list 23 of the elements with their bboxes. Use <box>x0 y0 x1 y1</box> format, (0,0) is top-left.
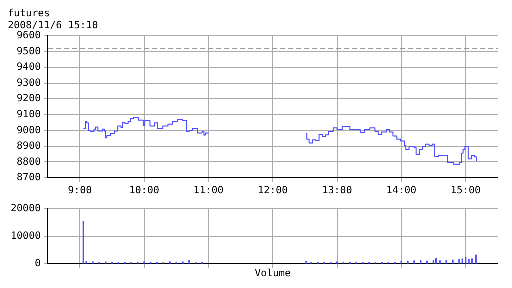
y-tick-label: 10000 <box>10 231 41 242</box>
x-tick-label: 9:00 <box>68 186 92 197</box>
chart-subtitle: 2008/11/6 15:10 <box>8 20 98 32</box>
x-tick-label: 10:00 <box>129 186 160 197</box>
y-tick-label: 9000 <box>16 125 41 136</box>
y-tick-label: 8700 <box>16 172 41 184</box>
y-tick-label: 9500 <box>16 46 41 58</box>
y-tick-label: 0 <box>34 258 41 270</box>
x-tick-label: 14:00 <box>386 186 417 197</box>
x-tick-label: 11:00 <box>194 186 224 197</box>
chart-title: futures <box>8 8 50 20</box>
y-tick-label: 9600 <box>16 30 41 42</box>
x-axis-title: Volume <box>254 268 292 280</box>
x-tick-label: 15:00 <box>450 186 481 197</box>
y-tick-label: 9100 <box>16 109 41 120</box>
y-tick-label: 9400 <box>16 62 41 74</box>
y-tick-label: 8900 <box>16 141 41 152</box>
x-tick-label: 13:00 <box>322 186 352 197</box>
y-tick-label: 20000 <box>10 204 41 215</box>
y-tick-label: 9200 <box>16 94 41 105</box>
y-tick-label: 8800 <box>16 156 41 168</box>
x-tick-label: 12:00 <box>258 186 288 197</box>
y-tick-label: 9300 <box>16 78 41 89</box>
